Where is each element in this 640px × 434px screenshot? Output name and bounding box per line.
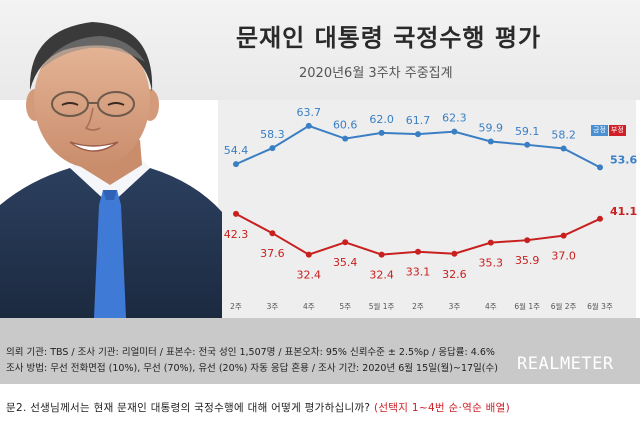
series-0-data-label: 62.0 xyxy=(369,113,394,126)
series-0-data-label: 53.6 xyxy=(610,153,637,166)
series-0-point xyxy=(233,161,239,168)
series-1-point xyxy=(415,248,421,255)
series-0-data-label: 59.1 xyxy=(515,125,540,138)
series-0-point xyxy=(451,128,458,135)
series-1-point xyxy=(597,215,603,222)
series-1-point xyxy=(233,210,239,217)
series-1-data-label: 32.4 xyxy=(297,269,322,282)
x-tick-label: 3주 xyxy=(449,302,461,311)
series-1-point xyxy=(269,230,276,237)
x-tick-label: 4주 xyxy=(485,302,497,311)
series-0-data-label: 58.3 xyxy=(260,128,285,141)
x-tick-label: 5월 1주 xyxy=(369,301,395,311)
plot-background xyxy=(218,100,636,318)
series-1-point xyxy=(378,251,385,258)
question-bar xyxy=(0,384,640,434)
chart-legend: 긍정 부정 xyxy=(591,125,626,136)
survey-info-line-1: 의뢰 기관: TBS / 조사 기관: 리얼미터 / 표본수: 전국 성인 1,… xyxy=(6,347,495,358)
series-1-data-label: 32.6 xyxy=(442,268,467,281)
series-line-1 xyxy=(235,212,601,256)
series-1-data-label: 35.9 xyxy=(515,254,540,267)
x-tick-label: 2주 xyxy=(230,302,242,311)
series-0-point xyxy=(269,145,276,152)
series-1-data-label: 32.4 xyxy=(369,269,394,282)
page-title: 문재인 대통령 국정수행 평가 xyxy=(236,24,542,52)
series-1-data-label: 37.6 xyxy=(260,247,285,260)
series-0-data-label: 62.3 xyxy=(442,112,467,125)
series-0-point xyxy=(305,122,312,129)
series-0-data-label: 59.9 xyxy=(479,122,504,135)
survey-info-bar xyxy=(0,318,640,384)
x-tick-label: 5주 xyxy=(339,302,351,311)
series-1-point xyxy=(560,232,567,239)
series-1-data-label: 37.0 xyxy=(551,250,576,263)
series-1-point xyxy=(487,239,494,246)
series-1-point xyxy=(451,250,458,257)
series-1-data-label: 33.1 xyxy=(406,266,431,279)
series-0-data-label: 60.6 xyxy=(333,119,358,132)
series-0-point xyxy=(415,131,421,138)
x-tick-label: 6월 1주 xyxy=(514,301,540,311)
series-0-point xyxy=(560,145,567,152)
x-tick-label: 3주 xyxy=(267,302,279,311)
x-tick-label: 2주 xyxy=(412,302,424,311)
series-1-data-label: 42.3 xyxy=(224,228,249,241)
series-0-point xyxy=(487,138,494,145)
series-1-data-label: 41.1 xyxy=(610,205,637,218)
series-0-data-label: 58.2 xyxy=(551,129,576,142)
series-0-data-label: 54.4 xyxy=(224,144,249,157)
x-tick-label: 6월 2주 xyxy=(551,301,577,311)
x-tick-label: 4주 xyxy=(303,302,315,311)
series-0-data-label: 63.7 xyxy=(297,106,322,119)
survey-info-line-2: 조사 방법: 무선 전화면접 (10%), 무선 (70%), 유선 (20%)… xyxy=(6,363,498,374)
series-0-point xyxy=(524,141,531,148)
approval-line-chart: 54.4 58.3 63.7 60.6 62.0 61.7 62.3 59.9 59.1 58.2… xyxy=(224,106,638,311)
page-subtitle: 2020년6월 3주차 주중집계 xyxy=(299,66,453,81)
question-text: 문2. 선생님께서는 현재 문재인 대통령의 국정수행에 대해 어떻게 평가하십… xyxy=(6,402,371,414)
x-tick-label: 6월 3주 xyxy=(587,301,613,311)
series-0-data-label: 61.7 xyxy=(406,114,431,127)
series-0-point xyxy=(342,135,349,142)
legend-positive: 긍정 xyxy=(591,125,608,136)
question-note: (선택지 1~4번 순·역순 배열) xyxy=(373,402,510,414)
legend-negative: 부정 xyxy=(608,125,626,136)
series-1-point xyxy=(305,251,312,258)
survey-question: 문2. 선생님께서는 현재 문재인 대통령의 국정수행에 대해 어떻게 평가하십… xyxy=(6,400,510,415)
series-1-data-label: 35.4 xyxy=(333,256,358,269)
series-0-point xyxy=(378,129,385,136)
series-1-point xyxy=(524,237,531,244)
president-portrait-illustration xyxy=(0,22,222,318)
series-1-point xyxy=(342,239,349,246)
realmeter-logo: REALMETER xyxy=(517,354,614,374)
series-0-point xyxy=(597,164,603,171)
series-1-data-label: 35.3 xyxy=(479,257,504,270)
